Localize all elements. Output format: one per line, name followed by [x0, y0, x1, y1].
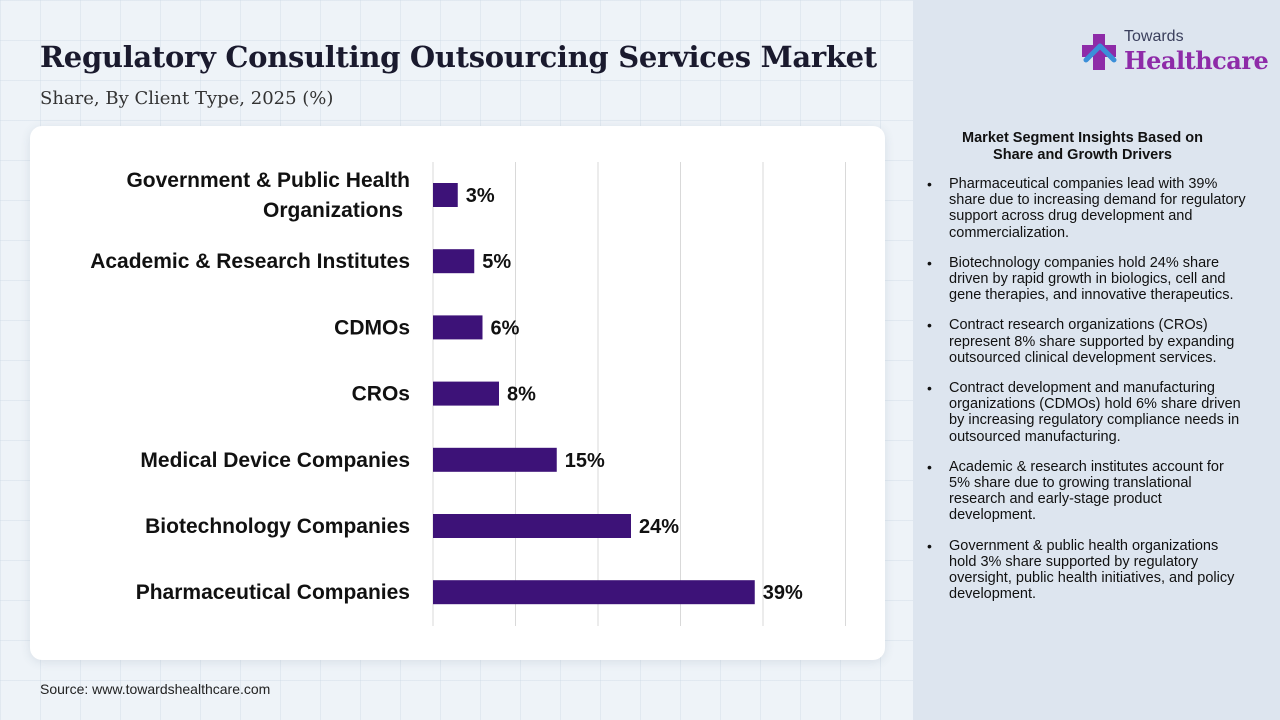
- data-label: 24%: [639, 516, 679, 538]
- bar: [433, 580, 755, 605]
- category-label: Government & Public Health Organizations: [126, 169, 410, 222]
- logo-text-top: Towards: [1124, 28, 1184, 45]
- logo-text-main: Healthcare: [1124, 46, 1269, 75]
- brand-logo: Towards Healthcare: [1080, 28, 1269, 78]
- bar: [433, 514, 631, 538]
- data-label: 5%: [482, 251, 511, 273]
- bar: [433, 381, 499, 406]
- category-label: CROs: [352, 383, 410, 406]
- category-label: Pharmaceutical Companies: [136, 581, 410, 604]
- insight-item: Government & public health organizations…: [927, 538, 1247, 603]
- page-subtitle: Share, By Client Type, 2025 (%): [40, 88, 334, 109]
- data-label: 39%: [763, 582, 803, 604]
- insight-item: Academic & research institutes account f…: [927, 459, 1247, 524]
- medical-cross-icon: [1082, 34, 1117, 70]
- insight-item: Contract development and manufacturing o…: [927, 380, 1247, 445]
- bar: [433, 183, 458, 207]
- data-label: 8%: [507, 384, 536, 406]
- bar: [433, 249, 475, 274]
- bar-chart: 3% Government & Public Health Organization…: [90, 162, 846, 626]
- page-title: Regulatory Consulting Outsourcing Servic…: [40, 40, 877, 74]
- bar: [433, 447, 557, 472]
- category-label: Medical Device Companies: [140, 449, 410, 472]
- data-label: 3%: [466, 185, 495, 207]
- insights-list: Pharmaceutical companies lead with 39% s…: [927, 176, 1247, 616]
- insights-title: Market Segment Insights Based on Share a…: [962, 130, 1203, 163]
- bar: [433, 315, 483, 340]
- insight-item: Contract research organizations (CROs) r…: [927, 317, 1247, 366]
- insight-item: Biotechnology companies hold 24% share d…: [927, 255, 1247, 304]
- category-label: Academic & Research Institutes: [90, 250, 410, 273]
- source-note: Source: www.towardshealthcare.com: [40, 681, 271, 697]
- category-label: CDMOs: [334, 316, 410, 339]
- category-label: Biotechnology Companies: [145, 515, 410, 538]
- data-label: 15%: [565, 450, 605, 472]
- insight-item: Pharmaceutical companies lead with 39% s…: [927, 176, 1247, 241]
- data-label: 6%: [491, 317, 520, 339]
- chart-card: 3% Government & Public Health Organization…: [30, 126, 885, 660]
